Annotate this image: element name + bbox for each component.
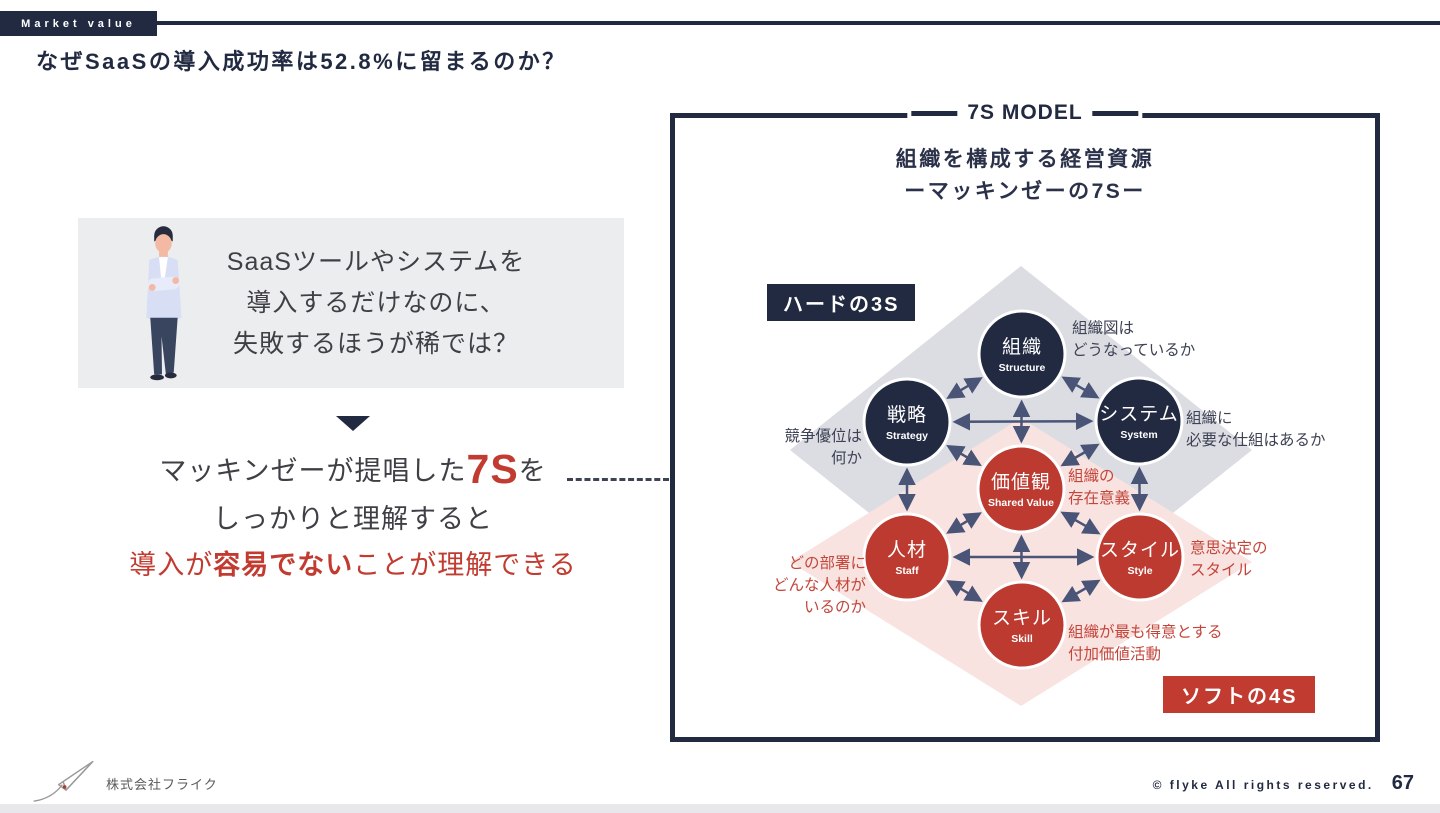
conclusion-line-3: 導入が容易でないことが理解できる: [129, 550, 577, 580]
hard-3s-label: ハードの3S: [767, 284, 916, 321]
annotation-style: 意思決定の スタイル: [1190, 540, 1268, 579]
question-text: SaaSツールやシステムを 導入するだけなのに、 失敗するほうが稀では？: [196, 218, 556, 388]
node-label-jp-style: スタイル: [1100, 539, 1180, 561]
7s-diagram: 組織 Structure 戦略 Strategy システム System 価値観 Shared…: [790, 266, 1252, 706]
model-badge: 7S MODEL: [907, 101, 1143, 125]
node-strategy: 戦略 Strategy: [862, 377, 952, 467]
node-label-jp-staff: 人材: [887, 539, 927, 561]
node-staff: 人材 Staff: [862, 512, 952, 602]
node-label-en-staff: Staff: [895, 565, 919, 577]
annotation-structure: 組織図は どうなっているか: [1072, 320, 1196, 359]
node-label-en-structure: Structure: [999, 362, 1046, 374]
node-shared_value: 価値観 Shared Value: [976, 444, 1066, 534]
model-title: 組織を構成する経営資源 ーマッキンゼーの7Sー: [675, 144, 1375, 208]
footer-right: © flyke All rights reserved. 67: [1153, 772, 1414, 795]
edge-structure-strategy: [946, 377, 983, 399]
node-label-en-shared_value: Shared Value: [988, 497, 1054, 509]
7s-model-panel: 7S MODEL 組織を構成する経営資源 ーマッキンゼーの7Sー 組織 Struc…: [670, 101, 1380, 742]
copyright-text: © flyke All rights reserved.: [1152, 778, 1374, 792]
model-badge-label: 7S MODEL: [967, 101, 1083, 124]
7s-emphasis: 7S: [466, 446, 519, 492]
question-line: SaaSツールやシステムを: [226, 247, 526, 276]
node-label-jp-skill: スキル: [992, 608, 1052, 629]
edge-strategy-shared_value: [946, 445, 982, 466]
edge-structure-system: [1061, 376, 1100, 399]
node-label-en-skill: Skill: [1011, 633, 1033, 645]
edge-shared_value-style: [1060, 511, 1101, 535]
person-illustration: [146, 226, 182, 381]
model-title-line-1: 組織を構成する経営資源: [895, 148, 1155, 171]
page-title: なぜSaaSの導入成功率は52.8%に留まるのか？: [36, 49, 567, 74]
nodes-layer: 組織 Structure 戦略 Strategy システム System 価値観 Shared…: [862, 309, 1185, 670]
section-tag-label: Market value: [21, 17, 136, 30]
soft-4s-label: ソフトの4S: [1163, 676, 1316, 713]
node-label-jp-system: システム: [1099, 404, 1178, 425]
node-label-jp-shared_value: 価値観: [991, 471, 1051, 493]
node-structure: 組織 Structure: [977, 309, 1067, 399]
question-line: 失敗するほうが稀では？: [232, 329, 519, 358]
node-label-en-strategy: Strategy: [886, 430, 928, 442]
annotation-skill: 組織が最も得意とする 付加価値活動: [1068, 624, 1223, 663]
edge-staff-skill: [946, 580, 983, 602]
header-rule: [157, 21, 1440, 25]
node-circle-skill: [977, 580, 1067, 670]
edge-style-skill: [1061, 579, 1101, 603]
edges-layer: [898, 376, 1149, 603]
node-circle-shared_value: [976, 444, 1066, 534]
node-label-jp-strategy: 戦略: [887, 404, 927, 426]
conclusion-line-1: マッキンゼーが提唱した7Sを: [159, 446, 547, 492]
edge-shared_value-staff: [946, 512, 982, 534]
down-arrow-icon: [336, 416, 370, 431]
conclusion-text: マッキンゼーが提唱した7Sを しっかりと理解すると 導入が容易でないことが理解で…: [103, 444, 603, 588]
edge-system-shared_value: [1060, 443, 1100, 467]
node-circle-style: [1095, 512, 1185, 602]
node-label-jp-structure: 組織: [1002, 336, 1042, 358]
bottom-strip: [0, 804, 1440, 813]
conclusion-line-2: しっかりと理解すると: [213, 504, 493, 534]
page-number: 67: [1391, 772, 1414, 794]
dashed-connector: [567, 478, 669, 481]
annotation-shared-value: 組織の 存在意義: [1068, 468, 1131, 507]
node-style: スタイル Style: [1095, 512, 1185, 602]
section-tag: Market value: [0, 11, 157, 36]
annotation-staff: どの部署に どんな人材が いるのか: [772, 555, 866, 616]
question-line: 導入するだけなのに、: [246, 288, 506, 317]
node-circle-strategy: [862, 377, 952, 467]
node-circle-structure: [977, 309, 1067, 399]
not-easy-emphasis: 容易でない: [213, 550, 354, 580]
node-label-en-system: System: [1120, 429, 1157, 441]
model-title-line-2: ーマッキンゼーの7Sー: [904, 180, 1146, 203]
edge-strategy-system: [952, 412, 1094, 431]
question-callout: SaaSツールやシステムを 導入するだけなのに、 失敗するほうが稀では？: [78, 218, 624, 388]
node-circle-staff: [862, 512, 952, 602]
annotation-strategy: 競争優位は 何か: [784, 428, 862, 467]
node-skill: スキル Skill: [977, 580, 1067, 670]
node-label-en-style: Style: [1127, 565, 1152, 577]
node-circle-system: [1094, 376, 1184, 466]
company-logo-paper-plane-icon: [33, 760, 94, 802]
node-system: システム System: [1094, 376, 1184, 466]
annotation-system: 組織に 必要な仕組はあるか: [1186, 410, 1326, 449]
company-name: 株式会社フライク: [106, 777, 218, 792]
